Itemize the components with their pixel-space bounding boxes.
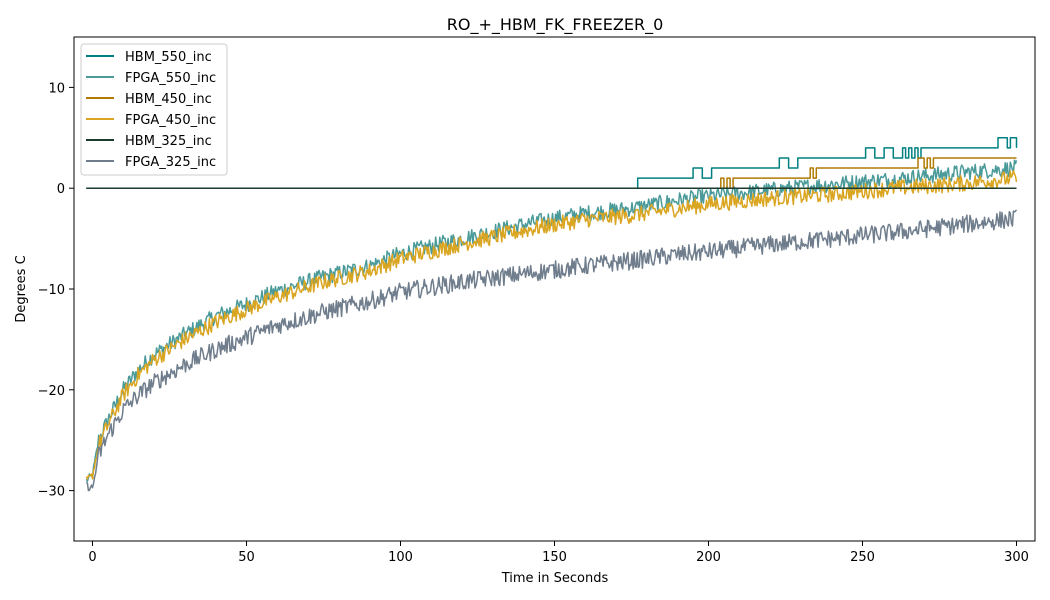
plot-area [85, 137, 1018, 492]
x-tick-label: 0 [88, 550, 96, 565]
series-line-FPGA_325_inc [85, 209, 1018, 492]
x-tick-label: 300 [1004, 550, 1029, 565]
legend-label: HBM_450_inc [125, 92, 212, 107]
x-tick-label: 200 [696, 550, 721, 565]
series-line-FPGA_450_inc [85, 169, 1018, 480]
x-tick-label: 250 [850, 550, 875, 565]
series-line-FPGA_550_inc [85, 159, 1018, 482]
x-tick-label: 50 [238, 550, 255, 565]
x-axis-label: Time in Seconds [501, 571, 609, 586]
x-tick-label: 100 [388, 550, 413, 565]
chart-title: RO_+_HBM_FK_FREEZER_0 [447, 15, 664, 35]
legend: HBM_550_inc FPGA_550_inc HBM_450_inc FPGA_4… [80, 43, 228, 176]
y-tick-label: −30 [38, 485, 65, 500]
legend-label: FPGA_450_inc [125, 113, 216, 128]
y-tick-label: 0 [57, 182, 65, 197]
series-line-HBM_550_inc [86, 137, 1018, 189]
y-tick-label: −10 [38, 283, 65, 298]
x-axis: 0 50 100 150 200 250 300 [88, 541, 1029, 565]
legend-label: HBM_325_inc [125, 134, 212, 149]
legend-label: FPGA_325_inc [125, 155, 216, 170]
legend-box [80, 43, 228, 176]
y-axis: −30 −20 −10 0 10 [38, 81, 74, 500]
legend-label: HBM_550_inc [125, 50, 212, 65]
y-tick-label: 10 [48, 81, 65, 96]
y-tick-label: −20 [38, 384, 65, 399]
x-tick-label: 150 [542, 550, 567, 565]
legend-label: FPGA_550_inc [125, 71, 216, 86]
y-axis-label: Degrees C [14, 255, 29, 322]
